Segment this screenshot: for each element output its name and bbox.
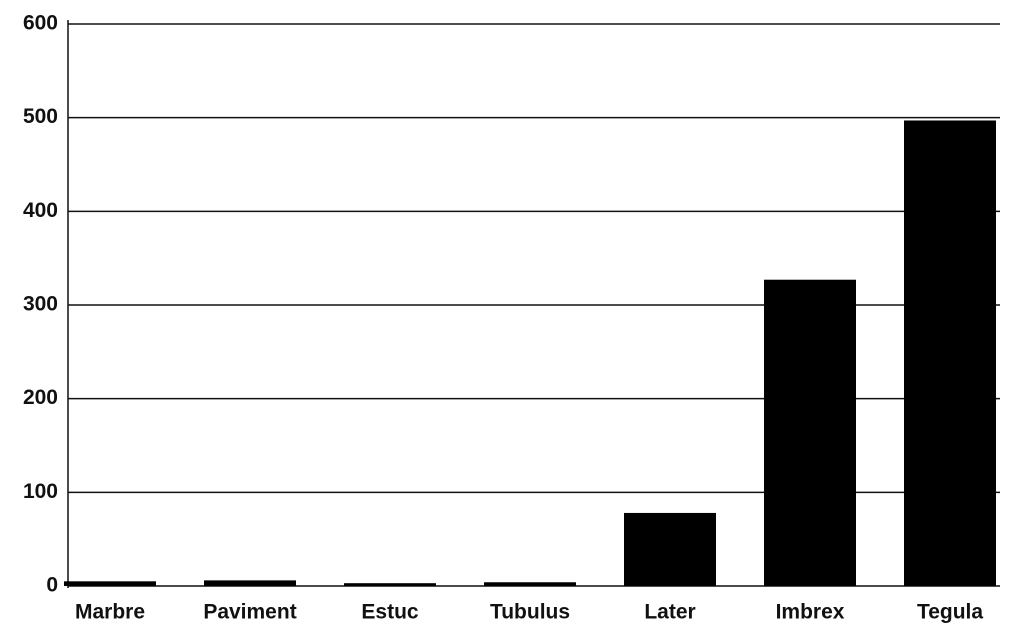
y-tick-label: 600: [23, 12, 58, 35]
bar: [484, 582, 576, 586]
x-tick-label: Estuc: [361, 601, 419, 624]
bar: [764, 279, 856, 586]
y-tick-label: 0: [46, 574, 58, 597]
bar: [624, 512, 716, 586]
bar: [904, 120, 996, 586]
x-tick-label: Later: [644, 601, 695, 624]
x-tick-label: Paviment: [203, 601, 296, 624]
x-tick-label: Tubulus: [490, 601, 570, 624]
x-tick-label: Marbre: [75, 601, 145, 624]
y-tick-label: 400: [23, 199, 58, 222]
y-tick-label: 300: [23, 293, 58, 316]
y-tick-label: 500: [23, 105, 58, 128]
bar: [344, 583, 436, 586]
bar: [204, 580, 296, 586]
y-tick-label: 200: [23, 386, 58, 409]
x-tick-label: Imbrex: [776, 601, 845, 624]
y-tick-label: 100: [23, 480, 58, 503]
x-tick-label: Tegula: [917, 601, 983, 624]
bar: [64, 581, 156, 586]
